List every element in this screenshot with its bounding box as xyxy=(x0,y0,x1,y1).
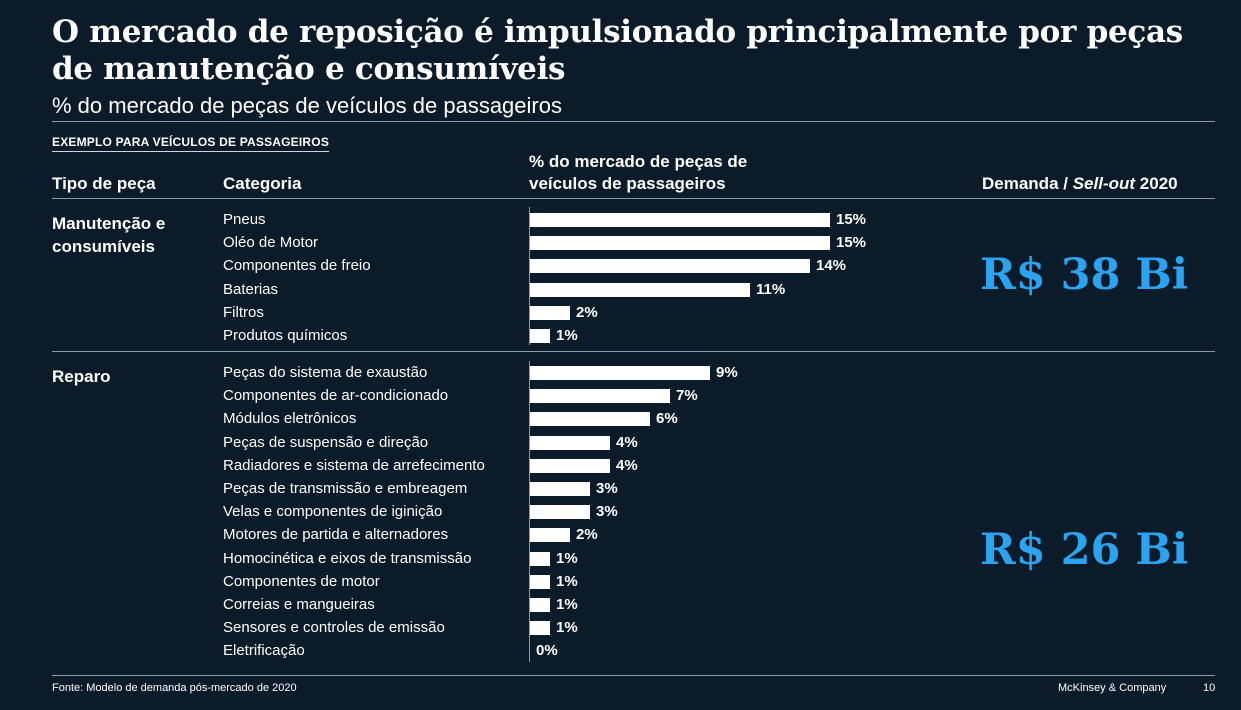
value-label: 2% xyxy=(576,526,598,544)
value-label: 6% xyxy=(656,410,678,428)
value-label: 4% xyxy=(616,433,638,451)
value-label: 1% xyxy=(556,327,578,344)
bar xyxy=(530,551,550,566)
value-label: 2% xyxy=(576,303,598,321)
page-number: 10 xyxy=(1203,682,1216,694)
category-label: Correias e mangueiras xyxy=(223,596,375,613)
top-divider xyxy=(52,121,1215,122)
value-label: 3% xyxy=(596,503,618,521)
category-label: Módulos eletrônicos xyxy=(223,410,357,428)
category-label: Baterias xyxy=(223,280,279,298)
bar xyxy=(530,282,750,297)
demand-total: R$ 26 Bi xyxy=(980,525,1189,575)
bar xyxy=(530,213,830,227)
bar xyxy=(530,482,590,496)
bottom-divider xyxy=(52,675,1215,676)
value-label: 9% xyxy=(716,364,738,381)
category-label: Produtos químicos xyxy=(223,327,348,344)
bar-axis xyxy=(529,207,530,345)
bar xyxy=(530,458,610,473)
value-label: 11% xyxy=(756,280,786,298)
page-title: O mercado de reposição é impulsionado pr… xyxy=(52,14,1183,87)
bar xyxy=(530,574,550,589)
category-label: Componentes de ar-condicionado xyxy=(223,387,449,405)
bar xyxy=(530,528,570,543)
header-mercado: % do mercado de peças de veículos de pas… xyxy=(529,152,748,193)
category-label: Eletrificação xyxy=(223,642,305,660)
source-note: Fonte: Modelo de demanda pós-mercado de … xyxy=(52,682,297,694)
value-label: 15% xyxy=(836,211,867,228)
bar xyxy=(530,236,830,251)
group-divider xyxy=(52,351,1215,352)
value-label: 7% xyxy=(676,387,698,405)
category-label: Radiadores e sistema de arrefecimento xyxy=(223,456,485,474)
demand-total: R$ 38 Bi xyxy=(980,250,1189,300)
category-label: Peças do sistema de exaustão xyxy=(223,364,428,381)
category-label: Filtros xyxy=(223,303,264,321)
value-label: 1% xyxy=(556,572,578,590)
value-label: 15% xyxy=(836,234,867,252)
bar xyxy=(530,305,570,320)
value-label: 1% xyxy=(556,596,578,613)
category-label: Motores de partida e alternadores xyxy=(223,526,449,544)
value-label: 0% xyxy=(536,642,558,660)
value-label: 1% xyxy=(556,549,578,567)
header-demanda-prefix: Demanda / xyxy=(982,174,1068,193)
header-tipo: Tipo de peça xyxy=(52,174,156,193)
value-label: 3% xyxy=(596,480,618,497)
example-label: EXEMPLO PARA VEÍCULOS DE PASSAGEIROS xyxy=(52,135,330,152)
header-demanda-suffix: 2020 xyxy=(1139,174,1178,193)
bar xyxy=(530,329,550,343)
category-label: Componentes de motor xyxy=(223,572,380,590)
group-label: Reparo xyxy=(52,367,111,386)
category-label: Pneus xyxy=(223,211,266,228)
header-demanda-italic: Sell-out xyxy=(1072,174,1136,193)
page-subtitle: % do mercado de peças de veículos de pas… xyxy=(52,93,562,118)
bar xyxy=(530,598,550,612)
header-demanda: Demanda / Sell-out 2020 xyxy=(982,173,1178,195)
group-label: Manutenção e consumíveis xyxy=(52,214,166,256)
brand-label: McKinsey & Company xyxy=(1058,682,1167,694)
bar xyxy=(530,389,670,404)
category-label: Velas e componentes de iginição xyxy=(223,503,443,521)
bar xyxy=(530,435,610,450)
header-divider xyxy=(52,198,1215,199)
category-label: Sensores e controles de emissão xyxy=(223,619,445,637)
value-label: 1% xyxy=(556,619,578,637)
header-categoria: Categoria xyxy=(223,174,302,193)
bar-axis xyxy=(529,361,530,662)
category-label: Homocinética e eixos de transmissão xyxy=(223,549,472,567)
value-label: 14% xyxy=(816,257,847,275)
category-label: Oléo de Motor xyxy=(223,234,319,252)
bar xyxy=(530,259,810,274)
bar xyxy=(530,412,650,427)
bar xyxy=(530,621,550,636)
category-label: Peças de transmissão e embreagem xyxy=(223,480,468,497)
category-label: Peças de suspensão e direção xyxy=(223,433,429,451)
bar xyxy=(530,366,710,380)
category-label: Componentes de freio xyxy=(223,257,371,275)
value-label: 4% xyxy=(616,456,638,474)
bar xyxy=(530,505,590,520)
